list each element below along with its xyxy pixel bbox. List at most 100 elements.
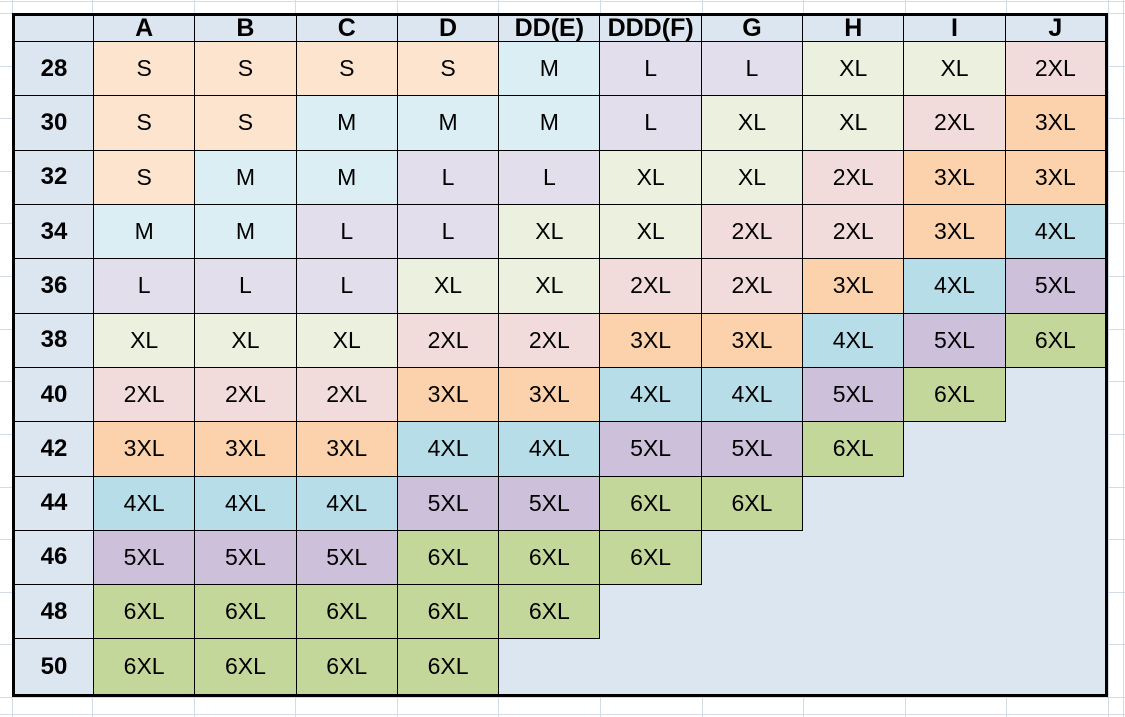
size-cell: 4XL: [498, 421, 601, 477]
band-label: 40: [13, 366, 94, 423]
size-cell: 4XL: [194, 475, 297, 531]
empty-cell: [599, 638, 702, 696]
size-cell: 5XL: [396, 475, 500, 531]
size-cell: 3XL: [498, 366, 601, 423]
table-row: 40 2XL 2XL 2XL 3XL 3XL 4XL 4XL 5XL 6XL: [13, 366, 1107, 423]
sheet-gridline: [0, 714, 1125, 715]
size-cell: 3XL: [194, 421, 297, 477]
size-cell: 5XL: [802, 366, 905, 423]
table-row: 36 L L L XL XL 2XL 2XL 3XL 4XL 5XL: [13, 258, 1108, 314]
sheet-gridline: [1108, 0, 1109, 717]
size-cell: 2XL: [700, 203, 804, 260]
table-row: 50 6XL 6XL 6XL 6XL: [13, 638, 1107, 696]
band-label: 32: [13, 149, 94, 205]
size-cell: XL: [903, 40, 1006, 97]
size-cell: M: [92, 203, 196, 260]
size-cell: 5XL: [194, 529, 297, 586]
table-row: 42 3XL 3XL 3XL 4XL 4XL 5XL 5XL 6XL: [13, 421, 1107, 477]
size-cell: M: [498, 95, 601, 151]
size-cell: L: [599, 95, 702, 151]
size-cell: 6XL: [92, 584, 196, 640]
size-cell: L: [92, 258, 196, 314]
corner-cell: [13, 14, 94, 42]
table-row: 38 XL XL XL 2XL 2XL 3XL 3XL 4XL 5XL 6XL: [13, 312, 1108, 368]
size-cell: L: [194, 258, 297, 314]
size-cell: 5XL: [1004, 258, 1108, 314]
size-cell: 6XL: [1004, 312, 1108, 368]
size-cell: XL: [498, 258, 601, 314]
size-cell: 3XL: [396, 366, 500, 423]
band-label: 28: [13, 40, 94, 97]
size-cell: L: [700, 40, 804, 97]
empty-cell: [903, 584, 1006, 639]
empty-cell: [802, 584, 904, 639]
band-label: 50: [13, 638, 94, 696]
column-header-a: A: [92, 14, 196, 42]
column-header-i: I: [903, 14, 1006, 42]
size-cell: L: [295, 258, 398, 314]
size-cell: 4XL: [700, 366, 804, 423]
size-cell: 2XL: [802, 203, 905, 260]
size-cell: 6XL: [903, 366, 1006, 423]
size-cell: 2XL: [700, 258, 804, 314]
size-cell: 2XL: [295, 366, 398, 423]
size-cell: XL: [295, 312, 398, 368]
sheet-gridline: [0, 697, 1125, 698]
size-cell: 6XL: [194, 638, 297, 696]
size-cell: 3XL: [1004, 95, 1108, 151]
empty-cell: [1005, 638, 1107, 696]
size-cell: M: [194, 203, 297, 260]
size-cell: 6XL: [92, 638, 196, 696]
size-cell: 5XL: [92, 529, 196, 586]
empty-cell: [1005, 584, 1107, 639]
size-cell: 3XL: [599, 312, 702, 368]
size-cell: 6XL: [396, 529, 500, 586]
size-cell: 3XL: [92, 421, 196, 477]
size-cell: 3XL: [903, 149, 1006, 205]
size-cell: S: [92, 95, 196, 151]
size-cell: 3XL: [295, 421, 398, 477]
table-row: 46 5XL 5XL 5XL 6XL 6XL 6XL: [13, 529, 1107, 586]
size-cell: 4XL: [396, 421, 500, 477]
sheet-gridline: [0, 1, 1125, 2]
empty-cell: [802, 530, 904, 585]
table-row: 28 S S S S M L L XL XL 2XL: [13, 40, 1108, 97]
empty-cell: [1005, 476, 1107, 531]
table-row: 44 4XL 4XL 4XL 5XL 5XL 6XL 6XL: [13, 475, 1107, 531]
band-label: 42: [13, 421, 94, 477]
size-cell: L: [498, 149, 601, 205]
size-cell: XL: [599, 203, 702, 260]
size-cell: M: [295, 95, 398, 151]
empty-cell: [802, 476, 904, 531]
size-cell: 6XL: [396, 584, 500, 640]
band-label: 46: [13, 529, 94, 586]
size-cell: 4XL: [802, 312, 905, 368]
empty-cell: [701, 638, 803, 696]
size-cell: 6XL: [599, 475, 702, 531]
size-cell: L: [396, 149, 500, 205]
column-header-dddf: DDD(F): [599, 14, 702, 42]
size-cell: S: [194, 40, 297, 97]
column-header-b: B: [194, 14, 297, 42]
column-header-dde: DD(E): [498, 14, 601, 42]
band-label: 44: [13, 475, 94, 531]
size-cell: M: [194, 149, 297, 205]
empty-cell: [903, 530, 1006, 585]
size-cell: L: [396, 203, 500, 260]
empty-cell: [903, 476, 1006, 531]
size-cell: S: [295, 40, 398, 97]
band-label: 34: [13, 203, 94, 260]
band-label: 48: [13, 584, 94, 640]
size-cell: 2XL: [802, 149, 905, 205]
size-cell: 6XL: [700, 475, 804, 531]
size-cell: 5XL: [700, 421, 804, 477]
size-cell: 6XL: [396, 638, 500, 696]
size-cell: 2XL: [194, 366, 297, 423]
size-chart-table: A B C D DD(E) DDD(F) G H I J 28 S S S S M L L XL XL 2XL 30 S S…: [12, 13, 1108, 697]
size-cell: XL: [700, 95, 804, 151]
size-cell: 3XL: [700, 312, 804, 368]
size-cell: 2XL: [903, 95, 1006, 151]
table-row: 32 S M M L L XL XL 2XL 3XL 3XL: [13, 149, 1108, 205]
column-header-h: H: [802, 14, 905, 42]
empty-cell: [498, 638, 600, 696]
